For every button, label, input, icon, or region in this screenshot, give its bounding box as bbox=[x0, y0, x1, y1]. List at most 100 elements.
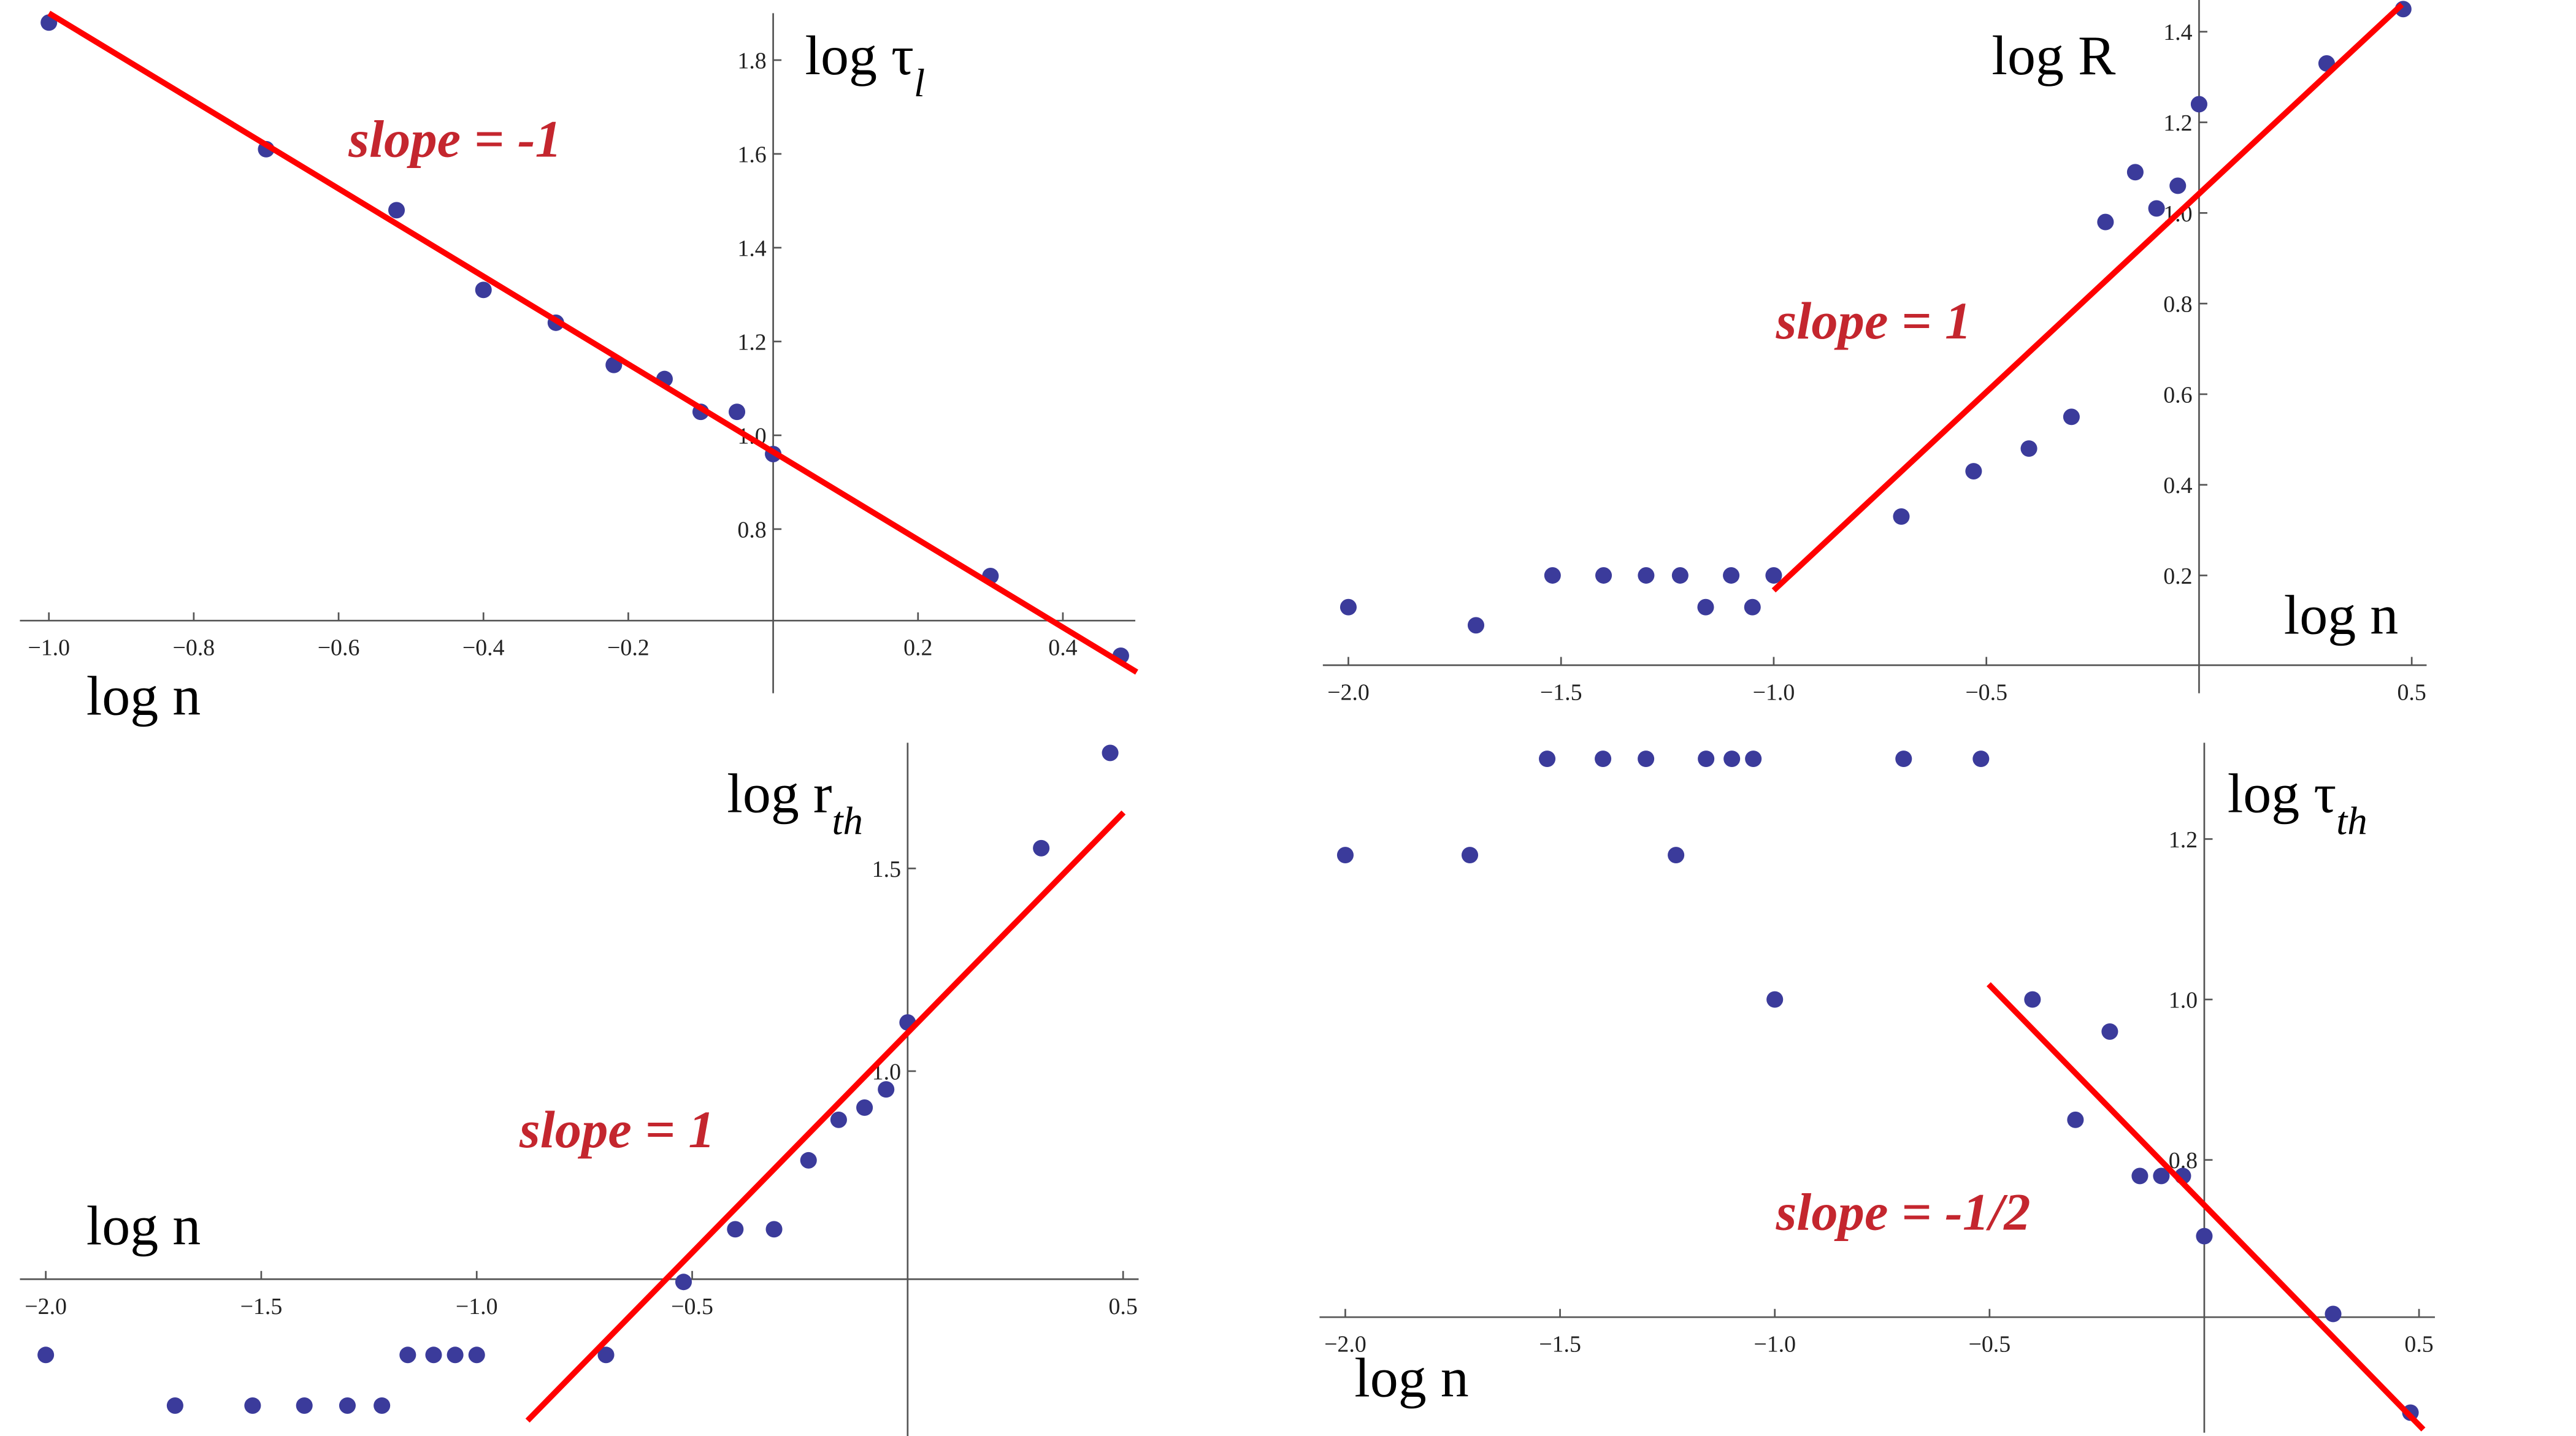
data-point bbox=[2153, 1167, 2170, 1185]
data-point bbox=[2126, 164, 2144, 181]
data-point bbox=[166, 1397, 183, 1414]
y-tick-label: 1.2 bbox=[2169, 827, 2198, 853]
x-tick-label: −1.0 bbox=[28, 635, 70, 661]
y-axis-label-main: log R bbox=[1991, 24, 2116, 86]
data-point bbox=[2063, 408, 2080, 426]
x-tick-label: −0.2 bbox=[607, 635, 650, 661]
data-point bbox=[447, 1346, 464, 1364]
data-point bbox=[468, 1346, 485, 1364]
data-point bbox=[2148, 200, 2165, 217]
data-point bbox=[2196, 1228, 2213, 1245]
x-tick-label: −0.4 bbox=[462, 635, 505, 661]
x-tick-label: −1.5 bbox=[1539, 1332, 1581, 1358]
data-point bbox=[475, 281, 492, 299]
data-point bbox=[1766, 991, 1784, 1008]
data-point bbox=[856, 1099, 873, 1116]
y-axis-label: log rth bbox=[727, 762, 863, 844]
data-point bbox=[1723, 567, 1740, 584]
x-tick-label: −1.0 bbox=[1754, 1332, 1796, 1358]
data-point bbox=[388, 202, 405, 219]
x-axis-label: log n bbox=[86, 665, 201, 727]
y-tick-label: 1.4 bbox=[2163, 20, 2192, 45]
data-point bbox=[296, 1397, 313, 1414]
data-point bbox=[1965, 463, 1982, 479]
data-point bbox=[1893, 508, 1910, 525]
fit-line bbox=[47, 10, 1138, 675]
y-tick-label: 0.6 bbox=[2163, 382, 2192, 408]
y-axis-label-sub: l bbox=[914, 61, 925, 105]
data-point bbox=[597, 1346, 615, 1364]
data-point bbox=[2024, 991, 2041, 1008]
x-tick-label: −0.8 bbox=[173, 635, 215, 661]
chart: −1.0−0.8−0.6−0.4−0.20.20.40.81.01.21.41.… bbox=[20, 10, 1138, 727]
data-point bbox=[1638, 567, 1655, 584]
data-point bbox=[1744, 598, 1761, 616]
x-tick-label: −2.0 bbox=[1327, 679, 1370, 705]
fit-line bbox=[1987, 982, 2426, 1432]
x-tick-label: −0.5 bbox=[1968, 1332, 2011, 1358]
data-point bbox=[1539, 750, 1556, 768]
x-tick-label: −2.0 bbox=[1324, 1332, 1367, 1358]
fit-line bbox=[525, 810, 1126, 1423]
data-point bbox=[339, 1397, 356, 1414]
y-axis-label-sub: th bbox=[2336, 799, 2367, 843]
x-tick-label: −1.0 bbox=[456, 1294, 498, 1320]
y-axis-label-main: log r bbox=[727, 762, 832, 825]
y-tick-label: 1.2 bbox=[737, 330, 766, 356]
data-point bbox=[1595, 567, 1612, 584]
x-tick-label: 0.2 bbox=[903, 635, 932, 661]
y-tick-label: 1.2 bbox=[2163, 110, 2192, 136]
data-point bbox=[800, 1151, 817, 1169]
data-point bbox=[374, 1397, 391, 1414]
data-point bbox=[830, 1111, 847, 1128]
x-tick-label: −1.5 bbox=[240, 1294, 283, 1320]
y-axis-label-sub: th bbox=[832, 799, 863, 843]
x-tick-label: 0.5 bbox=[2404, 1332, 2433, 1358]
y-tick-label: 1.0 bbox=[2169, 988, 2198, 1014]
y-tick-label: 1.5 bbox=[872, 857, 901, 882]
data-point bbox=[2101, 1023, 2118, 1040]
x-tick-label: 0.5 bbox=[2397, 679, 2426, 705]
data-point bbox=[1595, 750, 1612, 768]
y-axis-label: log R bbox=[1991, 24, 2116, 86]
slope-annotation: slope = -1 bbox=[348, 110, 562, 169]
data-point bbox=[727, 1221, 744, 1238]
y-tick-label: 1.4 bbox=[737, 236, 766, 262]
y-axis-label-main: log τ bbox=[2228, 762, 2337, 825]
x-tick-label: 0.4 bbox=[1048, 635, 1077, 661]
data-point bbox=[2169, 177, 2187, 194]
data-point bbox=[2097, 213, 2114, 231]
data-point bbox=[1765, 567, 1782, 584]
data-point bbox=[675, 1274, 692, 1291]
data-point bbox=[2325, 1305, 2342, 1323]
slope-annotation: slope = -1/2 bbox=[1776, 1183, 2031, 1242]
x-tick-label: −0.6 bbox=[318, 635, 360, 661]
data-point bbox=[1340, 598, 1357, 616]
data-point bbox=[1698, 750, 1715, 768]
data-point bbox=[244, 1397, 261, 1414]
data-point bbox=[2190, 96, 2207, 113]
data-point bbox=[1723, 750, 1741, 768]
x-axis-label: log n bbox=[2284, 584, 2399, 646]
data-point bbox=[765, 1221, 783, 1238]
x-tick-label: −2.0 bbox=[25, 1294, 67, 1320]
data-point bbox=[1033, 839, 1050, 857]
y-axis-label: log τl bbox=[805, 24, 926, 105]
data-point bbox=[2067, 1111, 2084, 1128]
data-point bbox=[729, 403, 746, 421]
data-point bbox=[2020, 440, 2037, 457]
y-tick-label: 0.2 bbox=[2163, 563, 2192, 589]
y-tick-label: 0.8 bbox=[2163, 292, 2192, 318]
data-point bbox=[1544, 567, 1561, 584]
x-tick-label: −1.5 bbox=[1540, 679, 1582, 705]
x-tick-label: −0.5 bbox=[1965, 679, 2007, 705]
data-point bbox=[878, 1081, 895, 1098]
slope-annotation: slope = 1 bbox=[1776, 291, 1972, 350]
data-point bbox=[1972, 750, 1990, 768]
data-point bbox=[1671, 567, 1689, 584]
y-axis-label: log τth bbox=[2228, 762, 2367, 844]
y-tick-label: 1.6 bbox=[737, 142, 766, 168]
data-point bbox=[1336, 847, 1354, 864]
